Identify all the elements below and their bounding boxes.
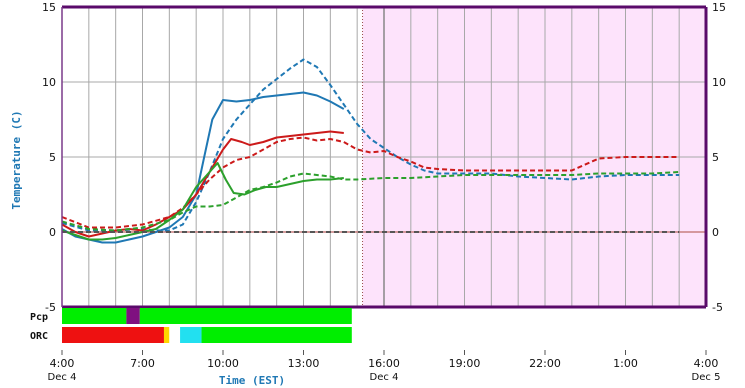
series-layer (61, 58, 680, 244)
strip-label-pcp: Pcp (30, 312, 48, 323)
strip-segment (139, 308, 352, 324)
series-blue-dashed (61, 58, 680, 232)
y-tick-label-right: 15 (712, 1, 726, 14)
x-tick-label: 16:00 (368, 357, 400, 370)
y-tick-label-left: 5 (49, 151, 56, 164)
x-tick-label: 22:00 (529, 357, 561, 370)
x-tick-label: 7:00 (130, 357, 155, 370)
y-axis-title: Temperature (C) (10, 110, 23, 209)
x-date-label: Dec 5 (692, 372, 721, 383)
series-blue-solid (61, 91, 345, 244)
x-date-label: Dec 4 (370, 372, 399, 383)
x-date-label: Dec 4 (48, 372, 77, 383)
strip-segment (163, 327, 170, 343)
strip-segment (62, 308, 127, 324)
series-green-solid (61, 162, 344, 241)
x-axis-title: Time (EST) (219, 374, 285, 387)
x-tick-label: 10:00 (207, 357, 239, 370)
y-tick-label-left: -5 (45, 301, 56, 314)
strip-segment (180, 327, 202, 343)
strip-segment (126, 308, 140, 324)
y-tick-label-right: 10 (712, 76, 726, 89)
series-green-dashed (61, 171, 680, 232)
y-tick-label-left: 10 (42, 76, 56, 89)
x-tick-label: 4:00 (694, 357, 719, 370)
y-tick-label-right: 0 (712, 226, 719, 239)
strip-segment (169, 327, 181, 343)
y-tick-label-right: -5 (712, 301, 723, 314)
y-tick-label-left: 0 (49, 226, 56, 239)
x-tick-label: 1:00 (613, 357, 638, 370)
x-tick-label: 19:00 (449, 357, 481, 370)
x-tick-label: 4:00 (50, 357, 75, 370)
y-tick-label-left: 15 (42, 1, 56, 14)
x-tick-label: 13:00 (288, 357, 320, 370)
y-tick-label-right: 5 (712, 151, 719, 164)
tick-labels-layer: -5 -5 0 0 5 5 10 10 15 15 4:00 Dec 4 7:00 10:00 13:00 1… (42, 1, 726, 383)
series-red-dashed (61, 136, 680, 229)
strip-label-orc: ORC (30, 331, 48, 342)
strip-segment (62, 327, 164, 343)
strip-segment (201, 327, 352, 343)
strips-layer: Pcp ORC (30, 308, 352, 343)
frame-layer (61, 5, 708, 309)
